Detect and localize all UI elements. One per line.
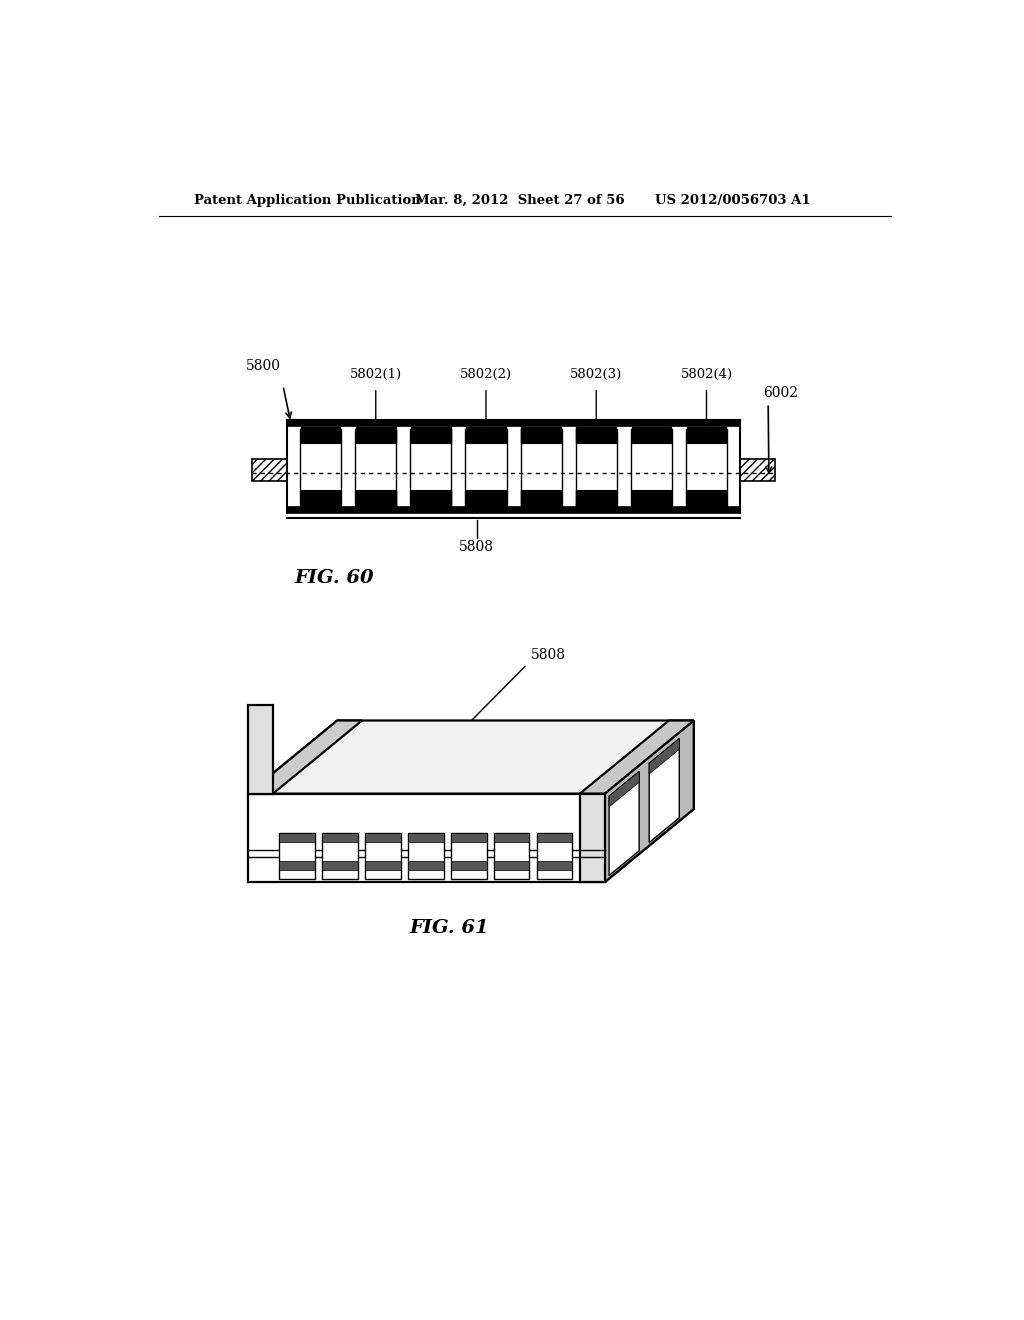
- Bar: [280, 833, 314, 842]
- Bar: [495, 833, 529, 842]
- Polygon shape: [580, 721, 693, 793]
- Bar: [356, 428, 395, 442]
- Bar: [452, 861, 486, 870]
- Bar: [538, 833, 572, 842]
- Bar: [687, 428, 726, 442]
- Text: Patent Application Publication: Patent Application Publication: [194, 194, 421, 207]
- Bar: [411, 428, 451, 442]
- Bar: [687, 490, 726, 506]
- Bar: [521, 428, 561, 442]
- Bar: [740, 459, 775, 480]
- Bar: [301, 490, 340, 506]
- Text: Mar. 8, 2012  Sheet 27 of 56: Mar. 8, 2012 Sheet 27 of 56: [415, 194, 625, 207]
- Polygon shape: [649, 739, 679, 774]
- Text: 5802(3): 5802(3): [570, 367, 623, 380]
- Polygon shape: [248, 721, 362, 793]
- Text: FIG. 61: FIG. 61: [410, 920, 489, 937]
- Bar: [355, 429, 396, 507]
- Bar: [632, 428, 671, 442]
- Bar: [280, 861, 314, 870]
- Bar: [575, 429, 616, 507]
- Bar: [356, 428, 395, 442]
- Bar: [356, 490, 395, 506]
- Polygon shape: [604, 721, 693, 882]
- Bar: [411, 490, 451, 506]
- Bar: [632, 428, 671, 442]
- Bar: [577, 428, 616, 442]
- Text: 5808: 5808: [459, 540, 495, 554]
- Bar: [632, 490, 671, 506]
- Text: 5808: 5808: [531, 648, 566, 663]
- Bar: [409, 833, 443, 879]
- Polygon shape: [248, 721, 693, 793]
- Bar: [301, 490, 340, 506]
- Bar: [248, 705, 273, 793]
- Text: 5802(4): 5802(4): [680, 367, 732, 380]
- Bar: [366, 833, 400, 879]
- Text: FIG. 60: FIG. 60: [295, 569, 374, 587]
- Bar: [466, 490, 506, 506]
- Bar: [466, 428, 506, 442]
- Bar: [577, 490, 616, 506]
- Bar: [280, 833, 314, 879]
- Polygon shape: [609, 771, 639, 807]
- Polygon shape: [604, 721, 693, 882]
- Text: 5802(1): 5802(1): [349, 367, 401, 380]
- Bar: [452, 833, 486, 879]
- Text: 5802(2): 5802(2): [460, 367, 512, 380]
- Bar: [252, 459, 287, 480]
- Bar: [495, 833, 529, 879]
- Bar: [577, 490, 616, 506]
- Bar: [411, 428, 451, 442]
- Bar: [366, 861, 400, 870]
- Bar: [323, 861, 357, 870]
- Bar: [466, 428, 506, 442]
- Bar: [521, 428, 561, 442]
- Bar: [466, 490, 506, 506]
- Bar: [538, 861, 572, 870]
- Bar: [632, 490, 671, 506]
- Bar: [521, 490, 561, 506]
- Bar: [356, 490, 395, 506]
- Bar: [687, 428, 726, 442]
- Bar: [411, 429, 452, 507]
- Bar: [301, 428, 340, 442]
- Bar: [631, 429, 672, 507]
- Bar: [323, 833, 357, 842]
- Polygon shape: [649, 739, 679, 842]
- Text: 5800: 5800: [246, 359, 281, 374]
- Bar: [495, 861, 529, 870]
- Bar: [521, 490, 561, 506]
- Polygon shape: [609, 771, 639, 875]
- Bar: [366, 833, 400, 842]
- Text: US 2012/0056703 A1: US 2012/0056703 A1: [655, 194, 811, 207]
- Bar: [520, 429, 562, 507]
- Bar: [577, 428, 616, 442]
- Bar: [411, 490, 451, 506]
- Polygon shape: [248, 793, 604, 882]
- Polygon shape: [580, 793, 604, 882]
- Bar: [687, 490, 726, 506]
- Bar: [287, 507, 740, 512]
- Bar: [465, 429, 507, 507]
- Bar: [409, 861, 443, 870]
- Bar: [409, 833, 443, 842]
- Bar: [287, 420, 740, 425]
- Bar: [686, 429, 727, 507]
- Bar: [300, 429, 341, 507]
- Bar: [301, 428, 340, 442]
- Bar: [452, 833, 486, 842]
- Bar: [323, 833, 357, 879]
- Text: 6002: 6002: [764, 387, 799, 400]
- Bar: [538, 833, 572, 879]
